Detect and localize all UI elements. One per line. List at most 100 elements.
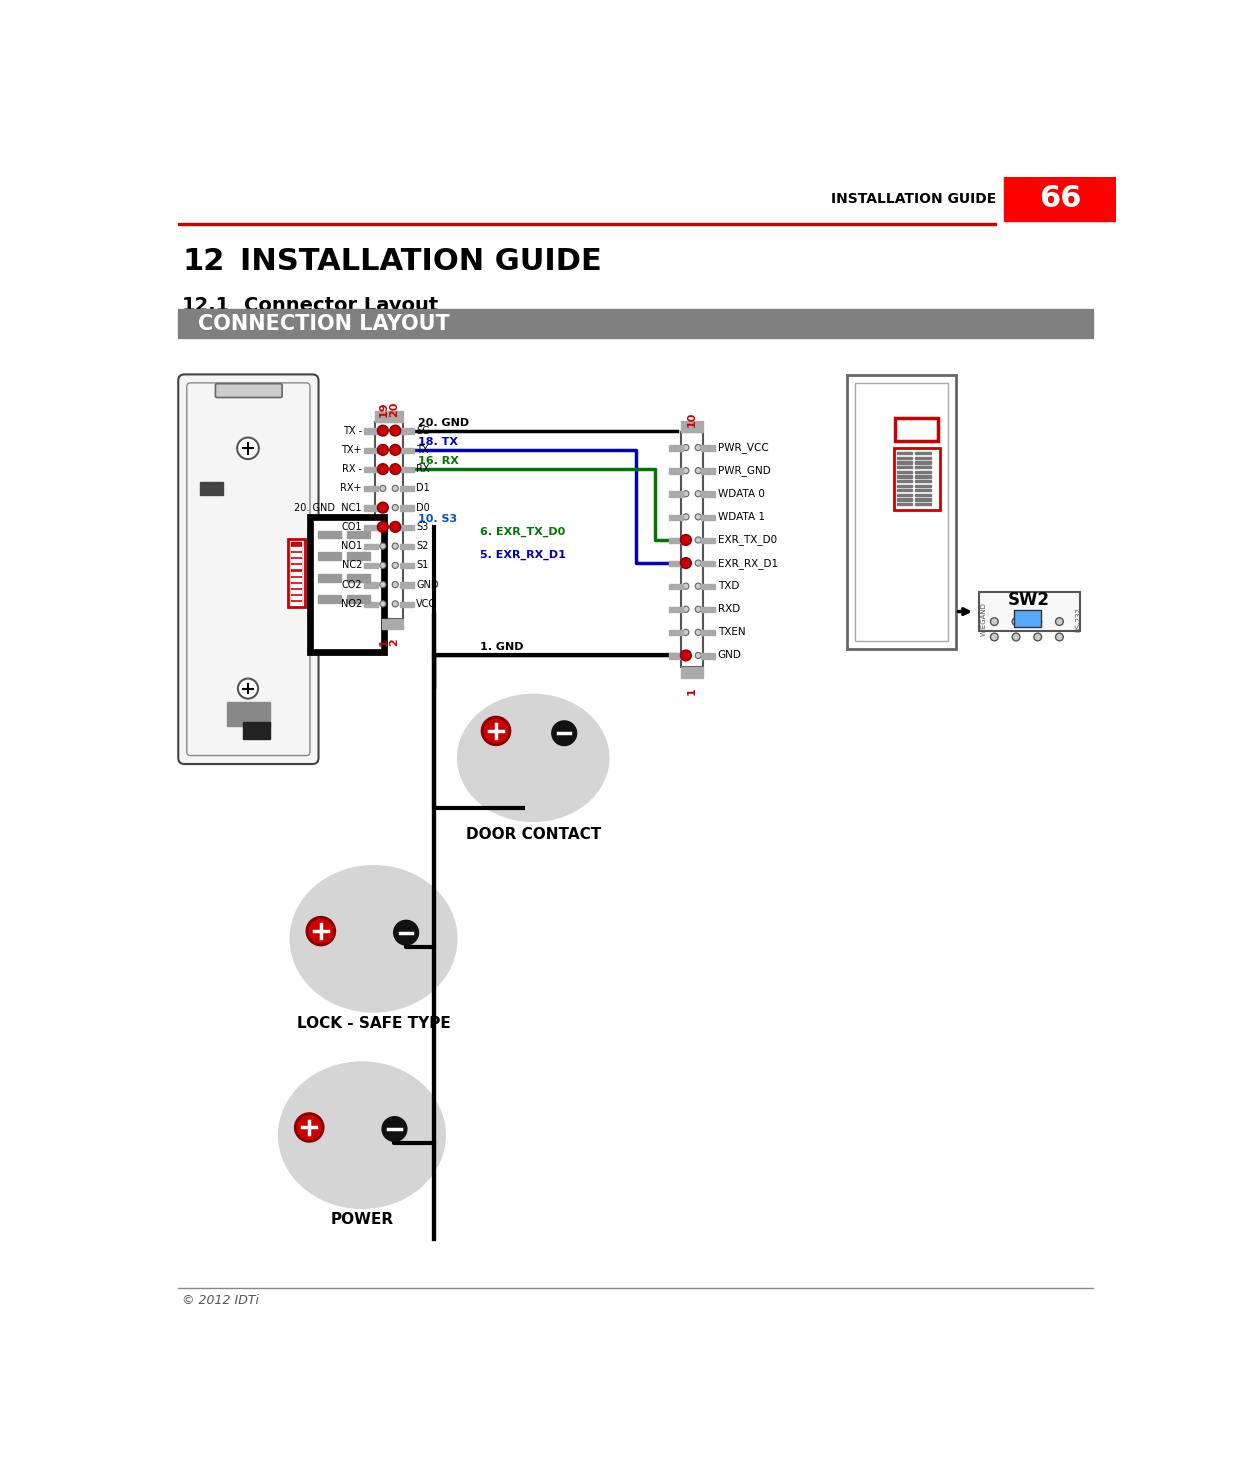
Bar [668,537,683,543]
Bar [915,490,931,491]
Bar [399,506,414,510]
Text: TXEN: TXEN [718,627,745,637]
Circle shape [238,678,258,699]
Bar [399,466,414,472]
Bar [291,596,300,599]
Text: INSTALLATION GUIDE: INSTALLATION GUIDE [831,191,996,206]
Bar [897,462,913,463]
Bar [365,466,378,472]
Bar [668,515,683,519]
Bar [668,446,683,450]
Circle shape [991,618,998,625]
Bar [702,630,715,635]
Bar [399,583,414,588]
Bar [399,485,414,491]
Bar [365,563,378,568]
Circle shape [1012,618,1019,625]
Bar [897,503,913,506]
FancyBboxPatch shape [179,375,319,763]
Bar [668,608,683,612]
Bar [179,224,996,225]
Text: LOCK - SAFE TYPE: LOCK - SAFE TYPE [296,1016,450,1031]
Circle shape [696,513,702,519]
Circle shape [389,522,401,533]
Text: WDATA 1: WDATA 1 [718,512,765,522]
Text: D1: D1 [417,484,430,493]
Bar [897,457,913,459]
Bar [702,653,715,659]
Bar [291,559,300,562]
Text: 2: 2 [389,638,399,646]
Circle shape [552,721,577,746]
Text: NO2: NO2 [341,599,362,609]
Bar [365,602,378,608]
Circle shape [392,562,398,568]
Bar [243,722,270,738]
Circle shape [308,918,335,944]
Text: TX -: TX - [342,425,362,435]
Bar [702,584,715,590]
Circle shape [696,537,702,543]
Circle shape [377,522,388,533]
Circle shape [696,491,702,497]
Bar [288,540,305,608]
Circle shape [377,425,388,435]
Text: TX: TX [417,444,429,455]
Text: RX+: RX+ [341,484,362,493]
Bar [915,462,931,463]
Bar [365,506,378,510]
Text: EXR_TX_D0: EXR_TX_D0 [718,534,776,546]
Circle shape [683,630,689,635]
Bar [897,490,913,491]
Bar [897,484,913,487]
Bar [897,480,913,482]
Text: 12: 12 [182,247,224,275]
Bar [668,468,683,474]
Text: GND: GND [718,650,742,660]
Circle shape [379,485,386,491]
Circle shape [392,543,398,549]
Text: © 2012 IDTi: © 2012 IDTi [182,1294,259,1308]
Circle shape [696,583,702,590]
Bar [291,547,300,550]
Bar [309,515,386,655]
Text: SG: SG [417,425,430,435]
Bar [399,525,414,530]
Text: WDATA 0: WDATA 0 [718,488,765,499]
Circle shape [681,534,692,546]
Text: 16. RX: 16. RX [418,456,459,466]
Bar [347,531,371,538]
Bar [317,596,341,603]
Bar [702,560,715,566]
Bar [399,602,414,608]
Bar [915,494,931,496]
Text: 1: 1 [687,687,697,694]
Circle shape [379,581,386,588]
FancyBboxPatch shape [216,384,283,397]
Text: D0: D0 [417,503,430,512]
Text: 20: 20 [389,402,399,416]
Bar [1003,177,1116,221]
Circle shape [1055,633,1064,641]
Circle shape [1055,618,1064,625]
Bar [681,421,703,432]
Circle shape [696,630,702,635]
Circle shape [991,633,998,641]
Circle shape [1034,618,1042,625]
Circle shape [696,606,702,612]
Circle shape [379,543,386,549]
Bar [915,452,931,455]
Text: RX -: RX - [342,465,362,474]
Bar [702,468,715,474]
Bar [915,480,931,482]
Text: PWR_VCC: PWR_VCC [718,443,769,453]
Bar [897,494,913,496]
Bar [374,412,403,422]
Bar [668,584,683,590]
Bar [915,466,931,468]
Circle shape [683,444,689,450]
Circle shape [696,560,702,566]
Text: INSTALLATION GUIDE: INSTALLATION GUIDE [241,247,601,275]
Text: GND: GND [417,580,439,590]
Ellipse shape [290,865,456,1012]
